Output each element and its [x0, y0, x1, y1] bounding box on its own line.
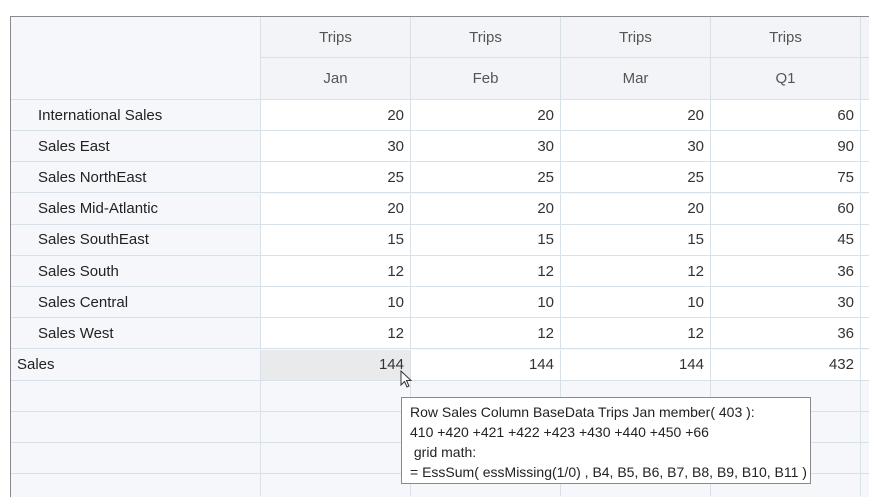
- column-header-measure[interactable]: Trips: [711, 17, 861, 57]
- data-cell[interactable]: 12: [561, 318, 711, 349]
- data-cell[interactable]: 20: [411, 193, 561, 224]
- row-header[interactable]: Sales SouthEast: [11, 224, 261, 255]
- empty-cell[interactable]: [261, 443, 411, 474]
- tooltip-line: 410 +420 +421 +422 +423 +430 +440 +450 +…: [410, 424, 709, 440]
- empty-cell[interactable]: [261, 412, 411, 442]
- data-cell[interactable]: 20: [561, 100, 711, 130]
- data-cell[interactable]: 15: [261, 224, 411, 255]
- row-header[interactable]: Sales South: [11, 256, 261, 286]
- empty-cell-partial[interactable]: [861, 380, 869, 411]
- column-header-periods[interactable]: Q1: [711, 58, 861, 99]
- data-cell[interactable]: 20: [411, 100, 561, 130]
- column-header-measure[interactable]: Trips: [411, 17, 561, 57]
- data-cell[interactable]: 30: [561, 131, 711, 162]
- data-cell[interactable]: 60: [711, 193, 861, 224]
- column-header-periods[interactable]: Mar: [561, 58, 711, 99]
- data-cell[interactable]: 20: [261, 100, 411, 130]
- header-row: Jan Feb Mar Q1: [261, 58, 869, 100]
- grid-corner: [11, 17, 261, 100]
- row-header[interactable]: Sales NorthEast: [11, 162, 261, 193]
- row-header-total[interactable]: Sales: [11, 349, 261, 380]
- data-cell[interactable]: 25: [561, 162, 711, 193]
- table-row: Sales NorthEast 25 25 25 75: [11, 162, 869, 194]
- data-cell[interactable]: 36: [711, 256, 861, 286]
- data-cell[interactable]: 45: [711, 224, 861, 255]
- column-header-partial: [861, 58, 869, 99]
- column-header-periods[interactable]: Feb: [411, 58, 561, 99]
- total-cell[interactable]: 144: [261, 349, 411, 380]
- table-row: International Sales 20 20 20 60: [11, 100, 869, 131]
- data-cell[interactable]: 12: [261, 318, 411, 349]
- data-cell[interactable]: 20: [561, 193, 711, 224]
- data-cell[interactable]: 15: [561, 224, 711, 255]
- data-cell[interactable]: 25: [261, 162, 411, 193]
- empty-cell[interactable]: [261, 380, 411, 411]
- data-cell[interactable]: 10: [261, 287, 411, 318]
- empty-cell-partial[interactable]: [861, 412, 869, 442]
- total-row: Sales 144 144 144 432: [11, 349, 869, 381]
- data-cell[interactable]: 90: [711, 131, 861, 162]
- table-row: Sales Central 10 10 10 30: [11, 287, 869, 319]
- data-cell-partial[interactable]: [861, 318, 869, 349]
- data-cell-partial[interactable]: [861, 131, 869, 162]
- empty-cell-partial[interactable]: [861, 443, 869, 474]
- data-cell[interactable]: 36: [711, 318, 861, 349]
- cell-tooltip: Row Sales Column BaseData Trips Jan memb…: [401, 397, 811, 484]
- empty-row-header[interactable]: [11, 380, 261, 411]
- table-row: Sales South 12 12 12 36: [11, 256, 869, 287]
- column-header-measure[interactable]: Trips: [561, 17, 711, 57]
- column-header-periods[interactable]: Jan: [261, 58, 411, 99]
- mouse-cursor-icon: [400, 370, 413, 388]
- table-row: Sales East 30 30 30 90: [11, 131, 869, 163]
- data-cell[interactable]: 30: [711, 287, 861, 318]
- total-cell[interactable]: 144: [411, 349, 561, 380]
- data-cell-partial[interactable]: [861, 100, 869, 130]
- empty-cell[interactable]: [261, 474, 411, 497]
- table-row: Sales West 12 12 12 36: [11, 318, 869, 350]
- data-cell[interactable]: 10: [561, 287, 711, 318]
- total-cell[interactable]: 432: [711, 349, 861, 380]
- data-cell[interactable]: 30: [411, 131, 561, 162]
- data-cell[interactable]: 12: [261, 256, 411, 286]
- data-cell-partial[interactable]: [861, 162, 869, 193]
- row-header[interactable]: Sales East: [11, 131, 261, 162]
- empty-cell-partial[interactable]: [861, 474, 869, 497]
- empty-row: [11, 474, 869, 497]
- data-cell-partial[interactable]: [861, 287, 869, 318]
- data-cell[interactable]: 12: [411, 318, 561, 349]
- data-cell[interactable]: 15: [411, 224, 561, 255]
- table-row: Sales SouthEast 15 15 15 45: [11, 224, 869, 256]
- data-cell[interactable]: 12: [411, 256, 561, 286]
- row-header[interactable]: Sales Mid-Atlantic: [11, 193, 261, 224]
- empty-row-header[interactable]: [11, 474, 261, 497]
- column-header-partial: [861, 17, 869, 57]
- table-row: Sales Mid-Atlantic 20 20 20 60: [11, 193, 869, 225]
- data-cell[interactable]: 75: [711, 162, 861, 193]
- data-cell-partial[interactable]: [861, 193, 869, 224]
- tooltip-line: = EssSum( essMissing(1/0) , B4, B5, B6, …: [410, 464, 807, 480]
- row-header[interactable]: Sales West: [11, 318, 261, 349]
- data-cell-partial[interactable]: [861, 349, 869, 380]
- tooltip-line: grid math:: [410, 444, 477, 460]
- total-cell[interactable]: 144: [561, 349, 711, 380]
- data-cell[interactable]: 30: [261, 131, 411, 162]
- empty-row-header[interactable]: [11, 443, 261, 474]
- column-header-measure[interactable]: Trips: [261, 17, 411, 57]
- row-header[interactable]: Sales Central: [11, 287, 261, 318]
- data-cell[interactable]: 20: [261, 193, 411, 224]
- data-cell-partial[interactable]: [861, 224, 869, 255]
- data-cell[interactable]: 10: [411, 287, 561, 318]
- tooltip-line: Row Sales Column BaseData Trips Jan memb…: [410, 404, 755, 420]
- data-cell[interactable]: 60: [711, 100, 861, 130]
- empty-row-header[interactable]: [11, 412, 261, 442]
- data-cell[interactable]: 25: [411, 162, 561, 193]
- row-header[interactable]: International Sales: [11, 100, 261, 130]
- data-cell-partial[interactable]: [861, 256, 869, 286]
- data-cell[interactable]: 12: [561, 256, 711, 286]
- header-row: Trips Trips Trips Trips: [261, 17, 869, 58]
